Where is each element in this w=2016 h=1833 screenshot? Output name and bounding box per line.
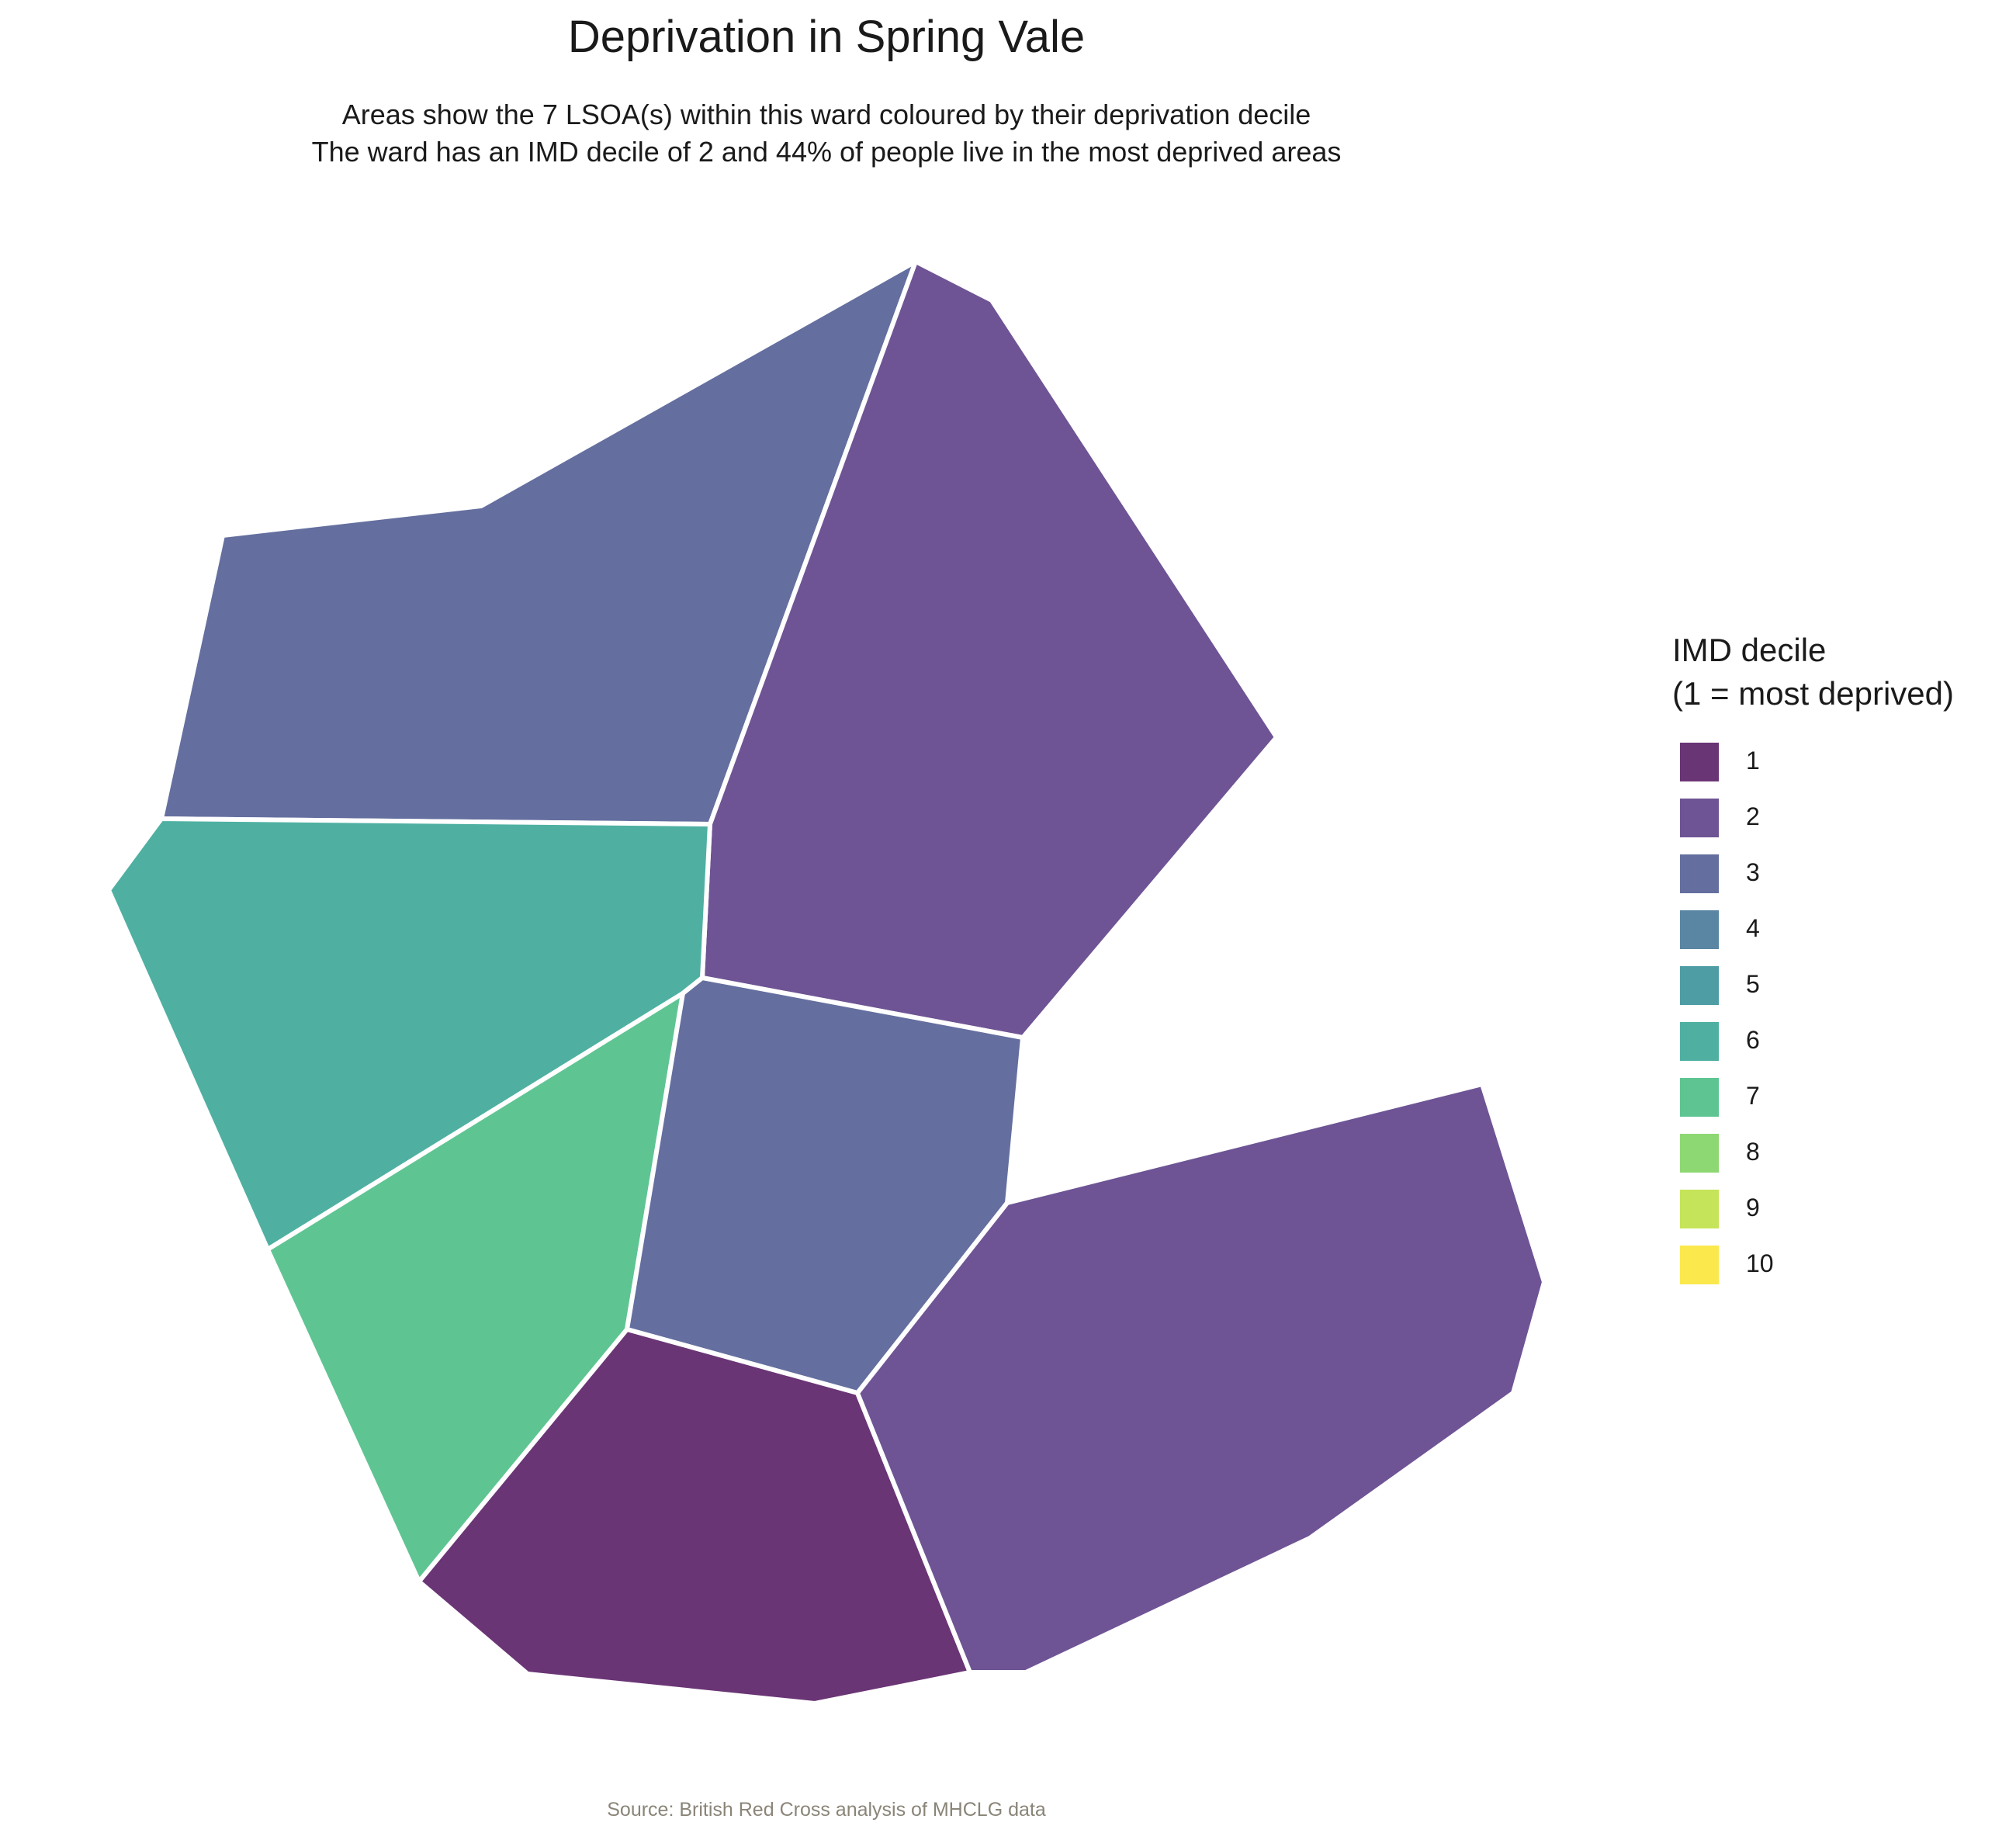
legend-swatch-5	[1680, 966, 1719, 1005]
legend-swatch-7	[1680, 1078, 1719, 1117]
legend-items: 1 2 3 4 5 6 7 8	[1672, 734, 1954, 1293]
legend-swatch-6	[1680, 1022, 1719, 1061]
legend-item-2: 2	[1672, 790, 1954, 846]
legend-item-8: 8	[1672, 1125, 1954, 1181]
legend-label-5: 5	[1746, 970, 1760, 998]
legend-item-5: 5	[1672, 958, 1954, 1014]
lsoa-area-south-east[interactable]	[855, 1082, 1547, 1675]
legend-item-10: 10	[1672, 1237, 1954, 1293]
legend-swatch-2	[1680, 799, 1719, 837]
legend-item-9: 9	[1672, 1181, 1954, 1237]
legend-swatch-1	[1680, 743, 1719, 781]
map-title: Deprivation in Spring Vale	[567, 12, 1086, 62]
legend-label-6: 6	[1746, 1026, 1760, 1054]
legend-label-8: 8	[1746, 1138, 1760, 1166]
legend-swatch-4	[1680, 910, 1719, 949]
source-caption: Source: British Red Cross analysis of MH…	[607, 1799, 1046, 1821]
legend-title-line-1: IMD decile	[1672, 632, 1827, 668]
legend: IMD decile (1 = most deprived) 1 2 3 4 5…	[1672, 629, 1954, 1293]
legend-item-1: 1	[1672, 734, 1954, 790]
legend-label-2: 2	[1746, 802, 1760, 830]
subtitle-line-2: The ward has an IMD decile of 2 and 44% …	[311, 136, 1342, 168]
legend-swatch-8	[1680, 1134, 1719, 1173]
legend-label-1: 1	[1746, 747, 1760, 774]
legend-title: IMD decile (1 = most deprived)	[1672, 629, 1954, 716]
legend-title-line-2: (1 = most deprived)	[1672, 675, 1954, 712]
legend-label-4: 4	[1746, 914, 1760, 942]
legend-item-7: 7	[1672, 1069, 1954, 1125]
legend-item-3: 3	[1672, 846, 1954, 902]
subtitle-line-1: Areas show the 7 LSOA(s) within this war…	[341, 99, 1311, 130]
legend-swatch-10	[1680, 1246, 1719, 1284]
legend-label-3: 3	[1746, 858, 1760, 886]
map-subtitle: Areas show the 7 LSOA(s) within this war…	[0, 96, 1653, 171]
legend-label-7: 7	[1746, 1082, 1760, 1110]
legend-label-10: 10	[1746, 1249, 1774, 1277]
legend-label-9: 9	[1746, 1194, 1760, 1221]
legend-item-6: 6	[1672, 1014, 1954, 1069]
legend-item-4: 4	[1672, 902, 1954, 958]
legend-swatch-9	[1680, 1190, 1719, 1228]
legend-swatch-3	[1680, 854, 1719, 893]
